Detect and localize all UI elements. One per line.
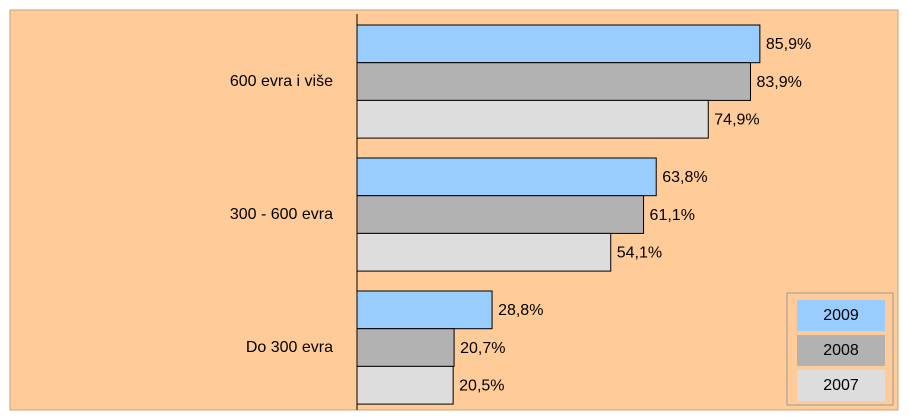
bar bbox=[356, 99, 709, 139]
legend-swatch bbox=[797, 335, 885, 366]
data-label: 61,1% bbox=[650, 207, 695, 224]
data-label: 20,7% bbox=[460, 340, 505, 357]
legend-label: 2009 bbox=[823, 307, 859, 324]
data-label: 63,8% bbox=[662, 169, 707, 186]
bar bbox=[356, 232, 612, 272]
bar bbox=[356, 328, 455, 367]
data-label: 54,1% bbox=[617, 244, 662, 261]
y-tick-label: 600 evra i više bbox=[230, 73, 333, 90]
bar bbox=[356, 24, 761, 64]
legend-swatch bbox=[797, 370, 885, 401]
y-tick-label: Do 300 evra bbox=[246, 339, 333, 356]
data-label: 83,9% bbox=[756, 74, 801, 91]
bar bbox=[356, 195, 645, 234]
legend-label: 2008 bbox=[823, 342, 859, 359]
y-tick-label: 300 - 600 evra bbox=[230, 206, 333, 223]
legend-label: 2007 bbox=[823, 377, 859, 394]
data-label: 85,9% bbox=[766, 36, 811, 53]
data-label: 74,9% bbox=[714, 111, 759, 128]
data-label: 20,5% bbox=[459, 377, 504, 394]
bar bbox=[356, 290, 493, 330]
bar bbox=[356, 62, 751, 101]
data-label: 28,8% bbox=[498, 302, 543, 319]
legend-swatch bbox=[797, 300, 885, 331]
bar bbox=[356, 157, 657, 197]
bar bbox=[356, 365, 454, 405]
